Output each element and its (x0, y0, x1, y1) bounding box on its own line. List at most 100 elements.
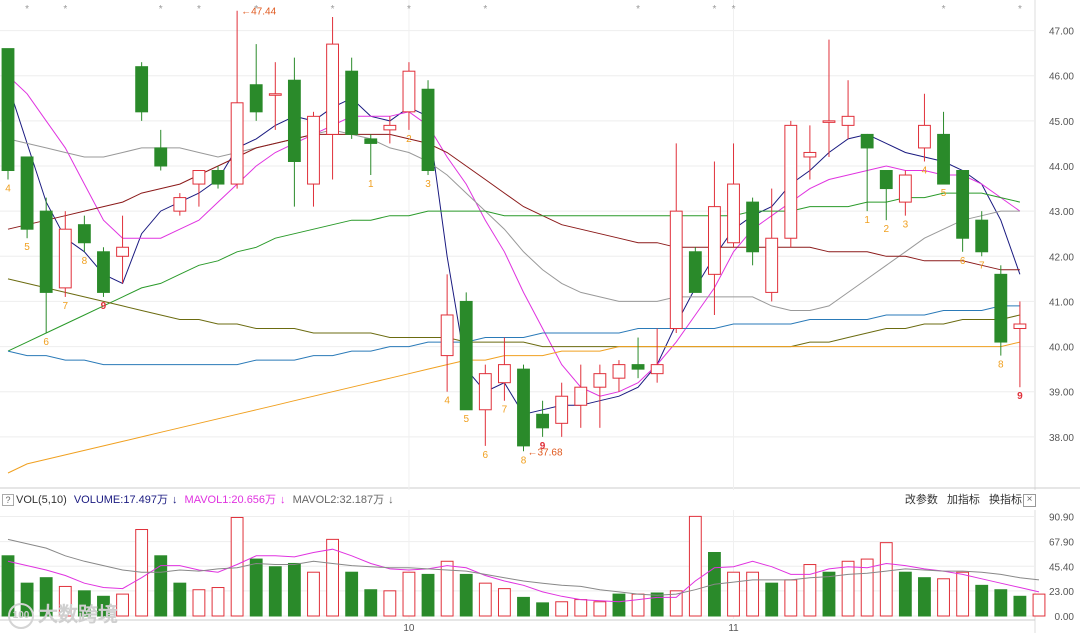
ma-line (7, 278, 1021, 348)
td-count-label: 9 (101, 301, 107, 312)
volume-bar-up (669, 590, 683, 617)
add-indicator-button[interactable]: 加指标 (946, 494, 980, 506)
volume-bar-up (784, 579, 798, 617)
td-count-label: 2 (883, 224, 889, 235)
ma-line (7, 305, 1020, 366)
ma-line (7, 341, 1021, 474)
toolbar-actions: 改参数 加指标 换指标 (899, 490, 1022, 510)
candle-up (173, 197, 187, 212)
watermark-logo-icon: 100 (8, 602, 34, 629)
extreme-price-annotation: ←47.44 (241, 7, 276, 18)
candle-up (612, 364, 626, 379)
volume-tick-label: 45.40 (1049, 562, 1074, 573)
candle-up (708, 206, 721, 275)
td-count-label: 9 (1017, 391, 1023, 402)
td-count-label: 7 (979, 260, 985, 271)
candle-up (497, 364, 511, 384)
candle-up (440, 314, 454, 357)
mavol2-line (7, 538, 1040, 596)
candle-up (116, 246, 129, 257)
candle-down (994, 273, 1008, 343)
volume-bar-down (268, 566, 282, 617)
price-tick-label: 45.00 (1049, 117, 1074, 128)
candle-up (650, 364, 664, 375)
candle-down (536, 413, 550, 429)
indicator-title: VOL(5,10) (16, 494, 67, 506)
ma-line (7, 133, 1020, 271)
candle-up (727, 183, 740, 244)
volume-bar-up (860, 558, 874, 617)
candle-down (154, 147, 168, 167)
edit-params-button[interactable]: 改参数 (904, 494, 938, 506)
help-icon[interactable]: ? (2, 494, 14, 506)
volume-bar-up (478, 582, 492, 617)
candle-up (841, 115, 855, 126)
event-marker-icon: * (942, 4, 946, 15)
candle-down (631, 364, 645, 370)
volume-bar-up (402, 571, 416, 617)
volume-bar-up (631, 593, 645, 617)
candle-down (421, 88, 435, 172)
candle-up (230, 102, 244, 185)
volume-bar-down (77, 590, 91, 617)
candle-up (593, 373, 607, 388)
candle-down (746, 201, 760, 253)
change-indicator-button[interactable]: 换指标 (989, 494, 1022, 506)
volume-bar-up (135, 529, 149, 617)
price-tick-label: 47.00 (1049, 27, 1074, 38)
indicator-toolbar: ? VOL(5,10) VOLUME:17.497万 ↓ MAVOL1:20.65… (0, 490, 1080, 510)
event-marker-icon: * (1018, 4, 1022, 15)
volume-bar-down (345, 571, 359, 617)
volume-bar-up (58, 585, 72, 617)
volume-bar-up (879, 542, 893, 617)
candle-up (402, 70, 416, 113)
volume-bar-down (97, 595, 110, 617)
candle-up (478, 373, 492, 411)
candle-down (879, 170, 893, 190)
volume-tick-label: 67.90 (1049, 538, 1074, 549)
td-count-label: 1 (864, 215, 870, 226)
event-marker-icon: * (159, 4, 163, 15)
volume-bar-up (688, 515, 702, 617)
candle-up (574, 386, 588, 406)
ma-line (7, 75, 1021, 397)
volume-bar-up (497, 588, 511, 617)
candle-up (784, 124, 798, 239)
volume-bar-up (211, 587, 225, 617)
price-tick-label: 38.00 (1049, 433, 1074, 444)
volume-bar-up (574, 599, 588, 617)
close-icon[interactable]: × (1023, 494, 1036, 507)
legend-volume-arrow: ↓ (171, 494, 178, 506)
ma-line (7, 129, 1020, 311)
mavol1-line (7, 548, 1040, 603)
td-count-label: 5 (463, 414, 469, 425)
watermark: 100 大数跨境 (8, 598, 118, 629)
td-count-label: 4 (5, 184, 11, 195)
volume-bar-down (1013, 595, 1027, 617)
volume-tick-label: 0.00 (1055, 612, 1075, 623)
candle-up (803, 151, 817, 158)
event-marker-icon: * (25, 4, 29, 15)
event-marker-icon: * (63, 4, 67, 15)
td-count-label: 8 (998, 360, 1004, 371)
legend-mavol2-arrow: ↓ (388, 494, 394, 506)
candle-down (211, 170, 225, 185)
td-count-label: 5 (941, 188, 947, 199)
candle-up (822, 120, 836, 123)
x-tick-label: 10 (403, 623, 415, 633)
volume-bar-up (1032, 593, 1046, 617)
candle-up (898, 174, 912, 203)
candle-up (58, 228, 72, 289)
td-count-label: 3 (903, 220, 909, 231)
candle-down (1, 48, 15, 172)
candle-down (937, 133, 950, 185)
volume-bar-down (650, 592, 664, 617)
volume-bar-down (517, 596, 530, 617)
volume-bar-down (975, 584, 989, 617)
volume-bar-up (440, 560, 454, 617)
td-count-label: 8 (82, 256, 88, 267)
candle-down (287, 79, 301, 162)
volume-bar-up (383, 590, 397, 617)
candle-down (20, 156, 34, 230)
